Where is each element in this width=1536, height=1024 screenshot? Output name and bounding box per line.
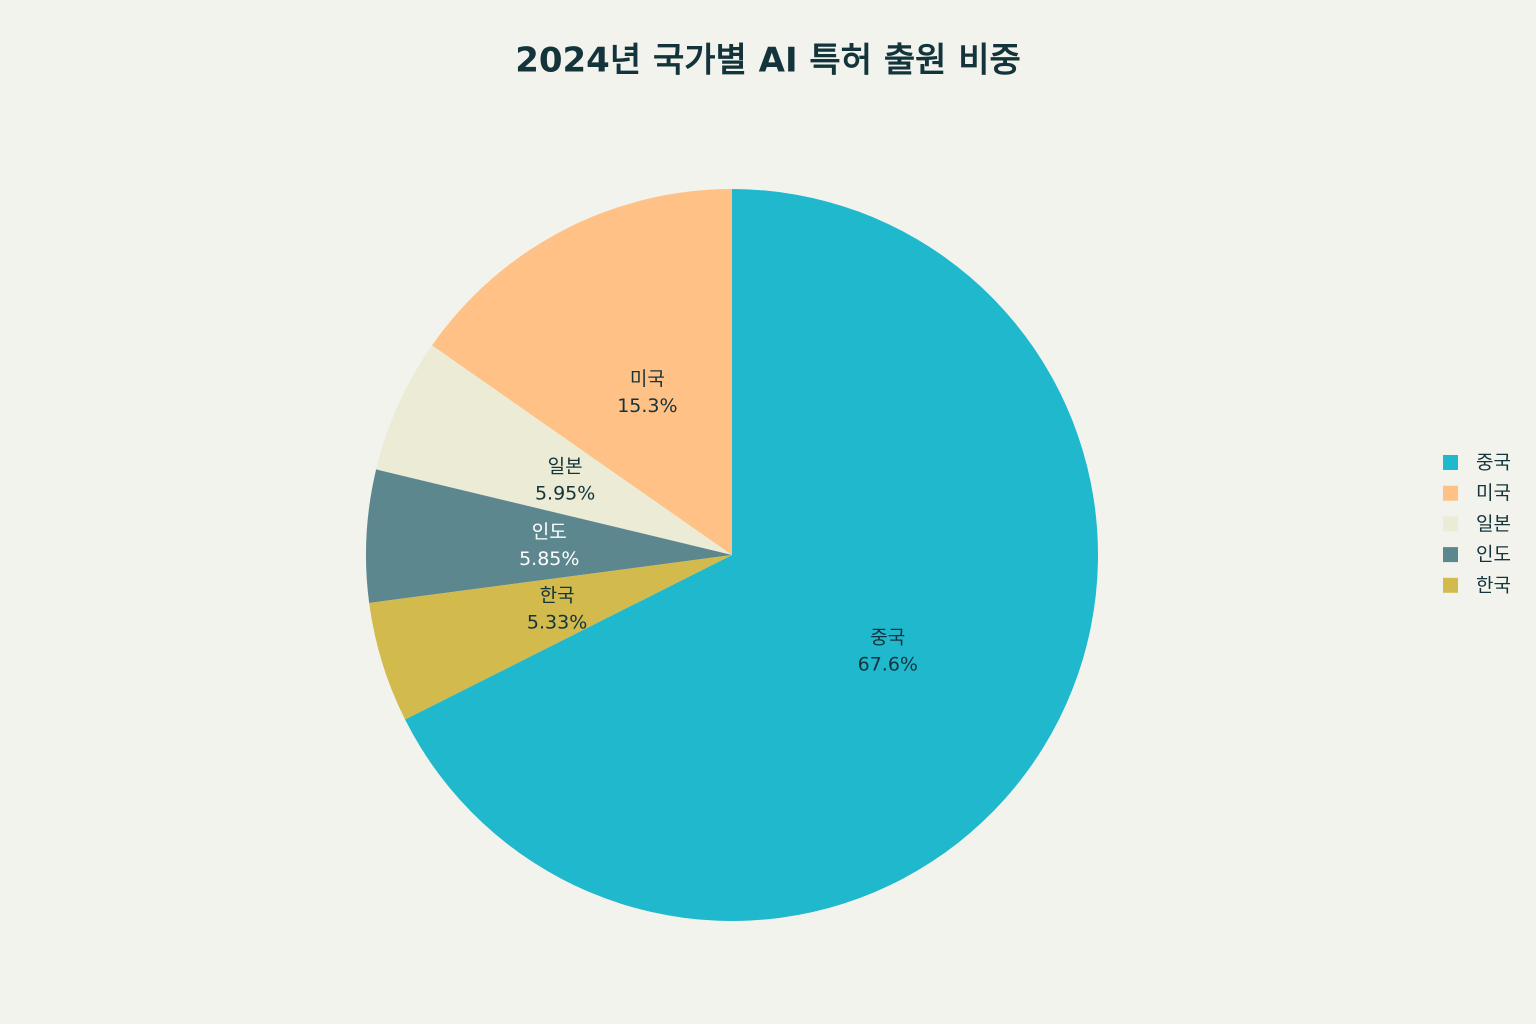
legend-label: 인도 bbox=[1476, 544, 1511, 566]
pie-slice bbox=[369, 555, 732, 720]
pie-slice bbox=[376, 345, 732, 555]
legend-label: 중국 bbox=[1476, 452, 1511, 474]
slice-category-label: 한국 bbox=[540, 584, 575, 606]
slice-value-label: 5.33% bbox=[527, 611, 587, 633]
pie-slice bbox=[366, 469, 732, 603]
legend-label: 미국 bbox=[1476, 482, 1511, 504]
slice-value-label: 67.6% bbox=[858, 654, 918, 676]
pie-slice bbox=[405, 189, 1098, 921]
slice-category-label: 중국 bbox=[870, 627, 905, 649]
legend-swatch bbox=[1443, 455, 1458, 470]
slice-value-label: 5.85% bbox=[519, 548, 579, 570]
legend-label: 일본 bbox=[1476, 513, 1511, 535]
legend-swatch bbox=[1443, 485, 1458, 501]
legend-swatch bbox=[1443, 577, 1458, 593]
legend-swatch bbox=[1443, 516, 1458, 532]
pie-slice bbox=[431, 189, 732, 555]
slice-category-label: 미국 bbox=[630, 368, 665, 390]
slice-category-label: 인도 bbox=[532, 521, 567, 543]
legend-swatch bbox=[1443, 547, 1458, 563]
legend-label: 한국 bbox=[1476, 574, 1511, 596]
slice-value-label: 15.3% bbox=[617, 395, 677, 417]
slice-value-label: 5.95% bbox=[535, 482, 595, 504]
chart-title: 2024년 국가별 AI 특허 출원 비중 bbox=[515, 41, 1021, 81]
slice-category-label: 일본 bbox=[548, 455, 583, 477]
